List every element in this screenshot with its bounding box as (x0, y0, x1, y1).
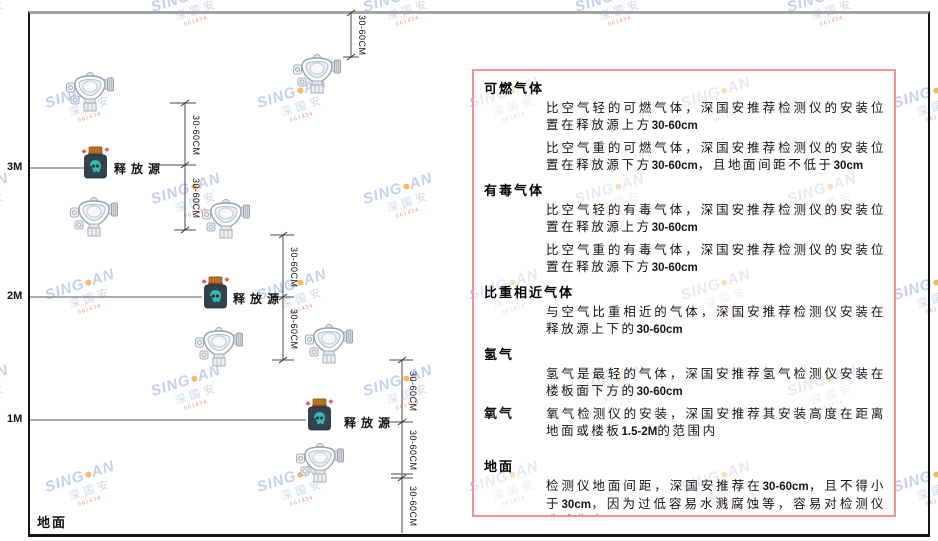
panel-section: 地面检测仪地面间距，深国安推荐在30-60cm，且不得小于30cm，因为过低容易… (484, 456, 886, 515)
release-source-label: 释放源 (344, 416, 396, 430)
gas-detector-icon (70, 197, 118, 237)
section-heading: 地面 (484, 459, 515, 474)
section-paragraph: 比空气重的可燃气体，深国安推荐检测仪的安装位置在释放源下方30-60cm，且地面… (546, 141, 886, 172)
section-heading: 氢气 (484, 347, 515, 362)
gas-detector (305, 322, 353, 364)
gas-detector-icon (66, 72, 114, 112)
ground-label: 地面 (37, 515, 68, 530)
panel-section: 氧气 氧气检测仪的安装，深国安推荐其安装高度在距离地面或楼板1.5-2M的范围内 (484, 406, 886, 440)
dimension-label: 30-60CM (191, 177, 201, 219)
release-source-icon (201, 276, 230, 309)
release-source-label: 释放源 (233, 292, 285, 306)
dimension-label: 30-60CM (289, 246, 299, 288)
watermark-dot-icon (932, 278, 938, 287)
level-label-3m: 3M (7, 161, 23, 173)
section-paragraph: 与空气比重相近的气体，深国安推荐检测仪安装在释放源上下的30-60cm (546, 305, 886, 336)
level-label-2m: 2M (7, 290, 23, 302)
section-heading: 氧气 (484, 406, 515, 421)
release-source-icon (305, 398, 334, 431)
dimension-label: 30-60CM (408, 370, 418, 412)
gas-detector (195, 325, 243, 367)
panel-section: 氢气氢气是最轻的气体，深国安推荐氢气检测仪安装在楼板面下方的30-60cm (484, 344, 886, 400)
gas-detector (70, 195, 118, 237)
gas-detector-icon (305, 324, 353, 364)
dimension-label: 30-60CM (357, 14, 367, 56)
gas-detector-icon (293, 54, 341, 94)
section-paragraph: 氢气是最轻的气体，深国安推荐氢气检测仪安装在楼板面下方的30-60cm (546, 367, 886, 398)
section-paragraph: 检测仪地面间距，深国安推荐在30-60cm，且不得小于30cm，因为过低容易水溅… (546, 479, 886, 515)
gas-detector (296, 441, 344, 483)
panel-sections: 可燃气体 比空气轻的可燃气体，深国安推荐检测仪的安装位置在释放源上方30-60cm… (484, 78, 886, 515)
section-heading: 可燃气体 (484, 81, 545, 96)
release-source (80, 146, 111, 182)
dimension-label: 30-60CM (408, 429, 418, 471)
dimension-label: 30-60CM (408, 485, 418, 527)
gas-detector (293, 52, 341, 94)
gas-detector (202, 197, 250, 239)
watermark-dot-icon (932, 86, 938, 95)
dimension-label: 30-60CM (289, 308, 299, 350)
release-source-label: 释放源 (114, 162, 166, 176)
section-paragraph: 比空气重的有毒气体，深国安推荐检测仪的安装位置在释放源下方30-60cm (546, 243, 886, 274)
section-paragraph: 比空气轻的有毒气体，深国安推荐检测仪的安装位置在释放源上方30-60cm (546, 203, 886, 234)
release-source (200, 276, 231, 312)
gas-detector (66, 70, 114, 112)
dimension-label: 30-60CM (191, 114, 201, 156)
watermark-dot-icon (932, 470, 938, 479)
panel-section: 比重相近气体与空气比重相近的气体，深国安推荐检测仪安装在释放源上下的30-60c… (484, 282, 886, 338)
gas-detector-icon (296, 443, 344, 483)
section-paragraph: 氧气 氧气检测仪的安装，深国安推荐其安装高度在距离地面或楼板1.5-2M的范围内 (484, 406, 886, 438)
room-outline (28, 11, 930, 537)
section-paragraph: 比空气轻的可燃气体，深国安推荐检测仪的安装位置在释放源上方30-60cm (546, 101, 886, 132)
panel-section: 可燃气体 比空气轻的可燃气体，深国安推荐检测仪的安装位置在释放源上方30-60cm… (484, 78, 886, 174)
gas-detector-icon (195, 327, 243, 367)
release-source-icon (81, 146, 110, 179)
panel-section: 有毒气体 比空气轻的有毒气体，深国安推荐检测仪的安装位置在释放源上方30-60cm… (484, 180, 886, 276)
section-heading: 有毒气体 (484, 183, 545, 198)
installation-notes-panel: 可燃气体 比空气轻的可燃气体，深国安推荐检测仪的安装位置在释放源上方30-60cm… (472, 69, 896, 517)
section-heading: 比重相近气体 (484, 285, 575, 300)
gas-detector-icon (202, 199, 250, 239)
release-source (304, 398, 335, 434)
level-label-1m: 1M (7, 413, 23, 425)
